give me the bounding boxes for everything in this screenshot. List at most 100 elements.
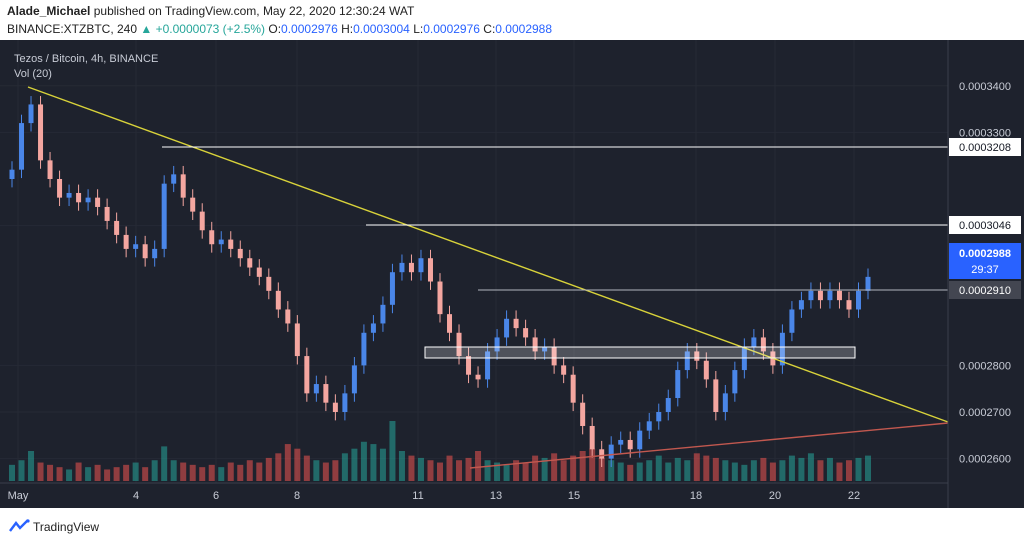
ohlc-info: BINANCE:XTZBTC, 240 ▲ +0.0000073 (+2.5%)… [7, 22, 552, 36]
volume-bar [303, 455, 310, 481]
volume-bar [351, 448, 358, 481]
volume-bar [389, 421, 396, 481]
volume-bar [655, 455, 662, 481]
candle-body [180, 174, 186, 198]
volume-bar [560, 460, 567, 481]
volume-bar [465, 457, 472, 481]
candle-body [66, 192, 72, 198]
volume-bar [636, 462, 643, 481]
candle-body [827, 290, 833, 301]
time-axis[interactable]: May 4 6 8 11 13 15 18 20 22 [8, 490, 861, 502]
grid-lines [0, 40, 948, 483]
candle-body [85, 197, 91, 203]
candle-body [456, 332, 462, 357]
time-tick-label: 22 [848, 490, 860, 502]
candle-body [294, 323, 300, 357]
level-tag-mid-text: 0.0003046 [959, 220, 1011, 232]
volume-bar [284, 444, 291, 481]
candle-body [513, 318, 519, 329]
volume-bar [475, 451, 482, 481]
descending-trendline[interactable] [27, 86, 949, 423]
volume-bar [132, 462, 139, 481]
volume-bar [94, 464, 101, 481]
candle-body [437, 281, 443, 315]
level-tag-mid: 0.0003046 [949, 216, 1021, 234]
candle-body [47, 160, 53, 179]
volume-bar [56, 467, 63, 481]
tradingview-brand[interactable]: TradingView [33, 520, 100, 534]
candle-body [152, 248, 158, 259]
open-value: 0.0002976 [281, 22, 338, 36]
candle-body [846, 300, 852, 310]
volume-bar [161, 446, 168, 481]
time-tick-label: 6 [213, 490, 219, 502]
price-tick-label: 0.0002800 [959, 360, 1011, 372]
volume-bar [798, 457, 805, 481]
volume-bar [379, 448, 386, 481]
chart-legend: Tezos / Bitcoin, 4h, BINANCE Vol (20) [14, 52, 158, 82]
candle-body [142, 244, 148, 259]
volume-bar [579, 451, 586, 481]
author-name[interactable]: Alade_Michael [7, 4, 91, 18]
volume-bar [218, 467, 225, 481]
volume-bar [627, 464, 634, 481]
candle-body [494, 337, 500, 352]
chart-area[interactable]: 0.00034000.00033000.00031000.00028000.00… [0, 40, 1024, 508]
volume-bar [113, 467, 120, 481]
candle-body [38, 104, 44, 161]
candle-body [171, 174, 177, 184]
candle-body [228, 239, 234, 249]
candle-body [247, 258, 253, 268]
candle-body [361, 332, 367, 366]
candle-body [532, 337, 538, 352]
volume-indicator-label[interactable]: Vol (20) [14, 68, 52, 80]
level-tag-upper-text: 0.0003208 [959, 142, 1011, 154]
volume-bar [522, 462, 529, 481]
candle-body [684, 351, 690, 371]
level-tag-support-text: 0.0002910 [959, 285, 1011, 297]
support-zone-box[interactable] [424, 346, 856, 359]
volume-bar [437, 462, 443, 481]
candle-body [561, 365, 567, 375]
candle-body [332, 402, 338, 412]
candle-body [665, 398, 671, 412]
ascending-trendline[interactable] [469, 422, 949, 469]
candle-body [342, 393, 348, 412]
tradingview-logo-icon[interactable] [8, 519, 30, 533]
volume-bar [189, 464, 196, 481]
symbol-label: BINANCE:XTZBTC, 240 [7, 22, 138, 36]
volume-bars [9, 421, 871, 481]
candle-body [313, 384, 319, 394]
volume-bar [104, 469, 111, 481]
candle-body [370, 323, 376, 333]
candle-body [637, 430, 643, 450]
candle-body [285, 309, 291, 324]
volume-bar [123, 464, 130, 481]
price-chart[interactable]: 0.00034000.00033000.00031000.00028000.00… [0, 40, 1024, 508]
candle-body [523, 328, 529, 338]
volume-bar [741, 464, 748, 481]
volume-bar [313, 460, 320, 481]
volume-bar [370, 444, 377, 481]
volume-bar [665, 462, 672, 481]
candle-body [161, 183, 167, 249]
candle-body [323, 384, 329, 403]
volume-bar [532, 455, 539, 481]
volume-bar [712, 457, 719, 481]
candle-body [608, 444, 614, 459]
candle-body [713, 379, 719, 412]
volume-bar [151, 460, 158, 481]
candle-body [475, 374, 481, 380]
candle-body [399, 262, 405, 273]
volume-bar [503, 464, 510, 481]
volume-bar [845, 460, 852, 481]
candle-body [427, 258, 433, 282]
candle-body [656, 412, 662, 422]
time-tick-label: 8 [294, 490, 300, 502]
candle-body [618, 439, 624, 445]
volume-bar [398, 451, 405, 481]
chart-title: Tezos / Bitcoin, 4h, BINANCE [14, 53, 159, 65]
volume-bar [855, 457, 862, 481]
volume-bar [246, 460, 253, 481]
candle-body [9, 169, 15, 179]
